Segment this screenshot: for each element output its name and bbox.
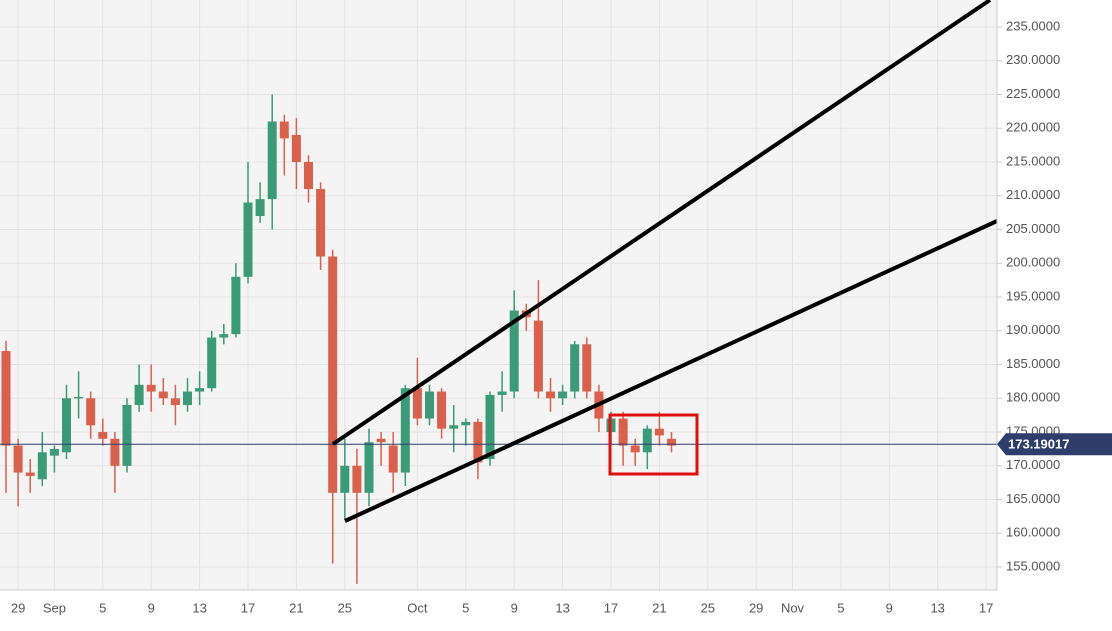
candle-body [195, 388, 205, 392]
candle-body [449, 425, 459, 429]
x-tick-label: 25 [338, 600, 352, 615]
y-tick-label: 165.0000 [1006, 491, 1060, 506]
candle-body [461, 421, 471, 426]
x-tick-label: 9 [148, 600, 155, 615]
y-tick-label: 190.0000 [1006, 322, 1060, 337]
candle-body [546, 391, 555, 399]
x-tick-label: 5 [99, 600, 106, 615]
y-tick-label: 230.0000 [1006, 52, 1060, 67]
candle-body [110, 438, 120, 466]
candle-body [267, 121, 277, 200]
y-tick-label: 155.0000 [1006, 558, 1060, 573]
candle-body [158, 391, 168, 399]
x-tick-label: 9 [886, 600, 893, 615]
candle-body [183, 391, 192, 406]
candle-body [134, 384, 144, 406]
y-tick-label: 170.0000 [1006, 457, 1060, 472]
y-tick-label: 215.0000 [1006, 153, 1060, 168]
candle-body [279, 121, 289, 139]
candle-body [62, 398, 71, 453]
candle-body [630, 445, 640, 453]
candle-body [255, 199, 265, 217]
candle-body [497, 391, 507, 395]
y-tick-label: 235.0000 [1006, 18, 1060, 33]
candle-body [582, 344, 592, 392]
x-tick-label: 29 [749, 600, 763, 615]
candle-body [388, 445, 398, 473]
y-tick-label: 225.0000 [1006, 86, 1060, 101]
candle-body [509, 310, 519, 392]
y-tick-label: 185.0000 [1006, 356, 1060, 371]
candle-body [352, 465, 362, 493]
trend-line [344, 219, 998, 523]
x-tick-label: 13 [930, 600, 944, 615]
x-tick-label: Oct [407, 600, 428, 615]
x-tick-label: 9 [511, 600, 518, 615]
candle-body [37, 452, 47, 480]
y-tick-label: 220.0000 [1006, 120, 1060, 135]
x-tick-label: 5 [462, 600, 469, 615]
plot-area [0, 0, 997, 590]
candle-body [49, 448, 59, 456]
candle-body [86, 398, 96, 426]
candle-body [328, 256, 338, 493]
candle-body [533, 320, 543, 392]
x-tick-label: 17 [979, 600, 993, 615]
y-tick-label: 200.0000 [1006, 255, 1060, 270]
candle-body [400, 388, 410, 473]
price-tag [997, 433, 1112, 456]
x-tick-label: 21 [289, 600, 303, 615]
candle-body [207, 337, 217, 389]
x-tick-label: Nov [781, 600, 805, 615]
candle-body [170, 398, 180, 406]
candle-body [74, 396, 84, 399]
candle-body [473, 421, 483, 463]
candle-body [98, 432, 108, 439]
candle-body [1, 351, 11, 446]
candle-body [425, 391, 434, 419]
candle-body [412, 388, 422, 419]
y-tick-label: 210.0000 [1006, 187, 1060, 202]
y-tick-label: 205.0000 [1006, 221, 1060, 236]
y-tick-label: 195.0000 [1006, 288, 1060, 303]
candle-body [291, 135, 301, 163]
price-label: 173.19017 [1008, 437, 1069, 452]
x-tick-label: 13 [555, 600, 569, 615]
candle-body [376, 438, 386, 443]
y-tick-label: 160.0000 [1006, 525, 1060, 540]
candle-body [243, 202, 253, 277]
candle-body [25, 472, 35, 476]
candle-body [146, 384, 156, 392]
candle-body [654, 428, 664, 436]
candle-body [231, 276, 241, 335]
candle-body [667, 438, 676, 446]
x-tick-label: 25 [701, 600, 715, 615]
candle-body [13, 445, 23, 473]
candle-body [122, 405, 132, 466]
candle-body [219, 334, 229, 338]
candle-body [618, 418, 628, 446]
highlight-box [608, 413, 699, 476]
x-tick-label: 5 [837, 600, 844, 615]
trend-line [331, 0, 992, 446]
x-tick-label: 29 [11, 600, 25, 615]
candle-body [437, 391, 447, 429]
candle-body [485, 394, 495, 460]
x-tick-label: 13 [192, 600, 206, 615]
candle-body [364, 442, 374, 493]
candle-body [340, 465, 350, 493]
y-tick-label: 180.0000 [1006, 390, 1060, 405]
labels: 155.0000160.0000165.0000170.0000175.0000… [11, 18, 1112, 615]
candle-body [570, 344, 580, 392]
x-tick-label: Sep [43, 600, 66, 615]
x-tick-label: 17 [604, 600, 618, 615]
candle-body [642, 428, 652, 453]
candle-body [316, 189, 326, 257]
x-tick-label: 21 [652, 600, 666, 615]
candle-body [558, 391, 568, 399]
candle-body [304, 162, 313, 190]
x-tick-label: 17 [241, 600, 255, 615]
